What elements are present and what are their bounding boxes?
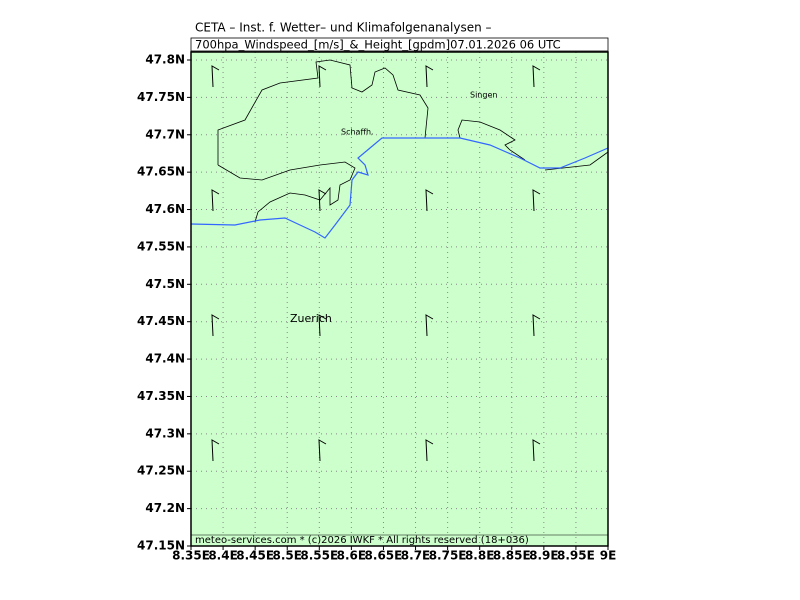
lon-label: 8.45E [236, 549, 274, 563]
subtitle: 700hpa_Windspeed_[m/s]_&_Height_[gpdm]07… [195, 38, 561, 52]
wind-barb [211, 189, 220, 212]
lon-label: 8.95E [557, 549, 595, 563]
wind-barb [318, 439, 327, 462]
lon-label: 8.9E [529, 549, 558, 563]
border [217, 161, 356, 223]
wind-barb [318, 314, 327, 337]
axis-labels: 47.8N 47.75N 47.7N 47.65N 47.6N 47.55N 47.5N 47… [137, 53, 616, 563]
lat-label: 47.6N [145, 202, 185, 216]
lat-label: 47.7N [145, 127, 185, 141]
lat-label: 47.25N [137, 464, 185, 478]
wind-barb [318, 189, 327, 212]
border [217, 59, 429, 165]
lon-label: 8.5E [272, 549, 301, 563]
title: CETA – Inst. f. Wetter– und Klimafolgena… [195, 21, 492, 35]
wind-barb [532, 189, 541, 212]
lat-label: 47.15N [137, 539, 185, 553]
wind-barb [425, 439, 434, 462]
lat-label: 47.4N [145, 352, 185, 366]
lat-label: 47.75N [137, 90, 185, 104]
lat-label: 47.3N [145, 426, 185, 440]
lon-label: 8.55E [300, 549, 338, 563]
lon-label: 8.7E [401, 549, 430, 563]
place-label: Zuerich [290, 312, 332, 325]
lat-label: 47.35N [137, 389, 185, 403]
border [457, 119, 526, 161]
lon-label: 8.8E [465, 549, 494, 563]
wind-barb [211, 439, 220, 462]
wind-barbs [211, 65, 541, 462]
lat-label: 47.45N [137, 314, 185, 328]
river [190, 137, 609, 239]
place-label: Singen [470, 91, 497, 100]
lon-label: 8.35E [172, 549, 210, 563]
map-area [191, 52, 608, 546]
wind-barb [532, 439, 541, 462]
wind-barb [211, 65, 220, 88]
place-label: Schaffh. [341, 128, 374, 137]
wind-barb [425, 65, 434, 88]
wind-barb [211, 314, 220, 337]
lon-label: 8.4E [208, 549, 237, 563]
wind-barb [532, 314, 541, 337]
subtitle-box [190, 37, 609, 52]
lat-label: 47.65N [137, 165, 185, 179]
lat-label: 47.8N [145, 53, 185, 67]
wind-barb [425, 189, 434, 212]
wind-barb [425, 314, 434, 337]
wind-barb [532, 65, 541, 88]
lat-label: 47.55N [137, 239, 185, 253]
lat-label: 47.5N [145, 277, 185, 291]
lon-label: 8.65E [365, 549, 403, 563]
lon-label: 9E [600, 549, 617, 563]
lon-label: 8.75E [429, 549, 467, 563]
lon-label: 8.85E [493, 549, 531, 563]
wind-barb [318, 65, 327, 88]
lon-label: 8.6E [337, 549, 366, 563]
map-frame [190, 51, 609, 547]
footer: meteo-services.com * (c)2026 IWKF * All … [195, 535, 529, 546]
lat-label: 47.2N [145, 501, 185, 515]
